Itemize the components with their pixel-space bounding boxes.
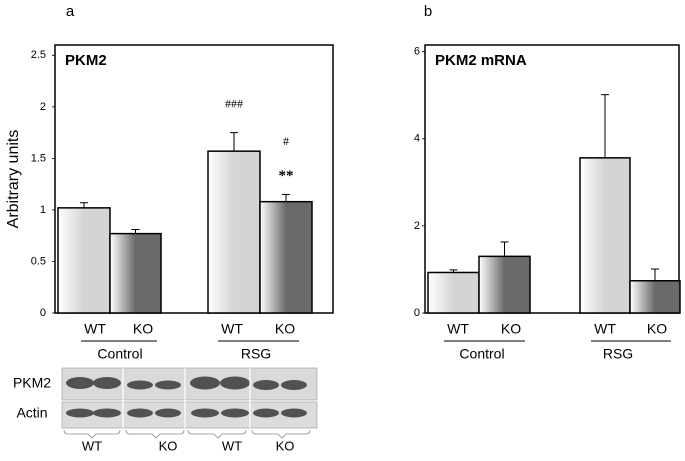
x-tick-label: WT — [84, 321, 106, 337]
blot-lane-label: KO — [276, 438, 295, 453]
chart-title: PKM2 mRNA — [435, 52, 527, 69]
x-tick-label: KO — [647, 321, 667, 337]
plot-frame — [54, 44, 334, 314]
x-tick-label: KO — [501, 321, 521, 337]
blot-lane-label: KO — [159, 438, 178, 453]
group-label: RSG — [603, 346, 633, 362]
y-tick-label: 0 — [414, 307, 420, 319]
blot-lane-label: WT — [222, 438, 242, 453]
y-tick-label: 1 — [40, 204, 46, 216]
x-tick-label: KO — [275, 321, 295, 337]
bar — [57, 207, 111, 314]
blot-image — [61, 367, 318, 439]
bar — [109, 232, 162, 314]
y-tick-label: 0 — [40, 307, 46, 319]
bar — [259, 200, 313, 314]
blot-row-label: PKM2 — [13, 375, 51, 391]
annotation: ### — [225, 96, 243, 110]
x-tick-label: WT — [221, 321, 243, 337]
chart-title: PKM2 — [65, 52, 107, 69]
bar — [579, 157, 631, 314]
bar — [207, 150, 261, 314]
group-label: Control — [97, 346, 142, 362]
y-tick-label: 2 — [414, 220, 420, 232]
bar — [427, 271, 480, 314]
y-tick-label: 2 — [40, 101, 46, 113]
x-tick-label: KO — [133, 321, 153, 337]
y-tick-label: 1.5 — [31, 152, 46, 164]
x-tick-label: WT — [594, 321, 616, 337]
y-axis-label: Arbitrary units — [5, 130, 22, 229]
plot-frame — [424, 44, 680, 314]
bar — [478, 255, 531, 314]
y-tick-label: 2.5 — [31, 49, 46, 61]
annotation: ** — [279, 168, 294, 184]
blot-row-label: Actin — [16, 405, 47, 421]
y-tick-label: 0.5 — [31, 255, 46, 267]
group-label: RSG — [241, 346, 271, 362]
group-label: Control — [459, 346, 504, 362]
annotation: # — [283, 134, 289, 148]
y-tick-label: 4 — [414, 133, 420, 145]
blot-lane-label: WT — [82, 438, 102, 453]
panel-label: b — [424, 3, 432, 20]
x-tick-label: WT — [447, 321, 469, 337]
bar — [629, 280, 681, 314]
panel-label: a — [66, 3, 75, 20]
y-tick-label: 6 — [414, 45, 420, 57]
